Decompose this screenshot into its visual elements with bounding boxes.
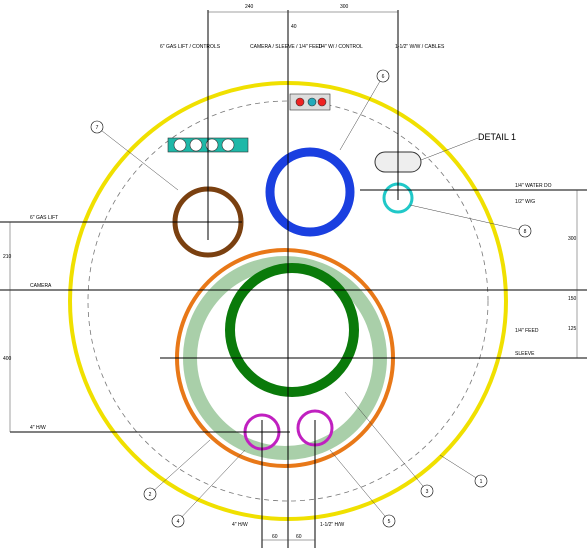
right-label: SLEEVE (515, 351, 535, 357)
dim: 60 (272, 534, 278, 540)
left-label: CAMERA (30, 283, 52, 289)
bottom-label: 4" H/W (232, 522, 248, 528)
balloon-number: 6 (382, 74, 385, 80)
balloon (90, 120, 104, 134)
detail-label: DETAIL 1 (478, 132, 516, 142)
leader (149, 439, 211, 495)
camera-ring (225, 263, 359, 397)
conduit-top (289, 93, 331, 111)
leader (177, 449, 246, 522)
balloon (518, 224, 532, 238)
balloon-number: 1 (480, 479, 483, 485)
bottom-label: 1-1/2" H/W (320, 522, 345, 528)
right-label: 1/4" FEED (515, 328, 539, 334)
dim: 400 (3, 356, 12, 362)
balloon (382, 514, 396, 528)
callout: 1-1/2" W/W / CABLES (395, 44, 445, 50)
dim: 40 (291, 24, 297, 30)
dim: 240 (245, 4, 254, 10)
balloon-number: 7 (96, 125, 99, 131)
balloon-number: 2 (149, 492, 152, 498)
dim: 60 (296, 534, 302, 540)
balloon (474, 474, 488, 488)
balloon (420, 484, 434, 498)
balloon-number: 8 (524, 229, 527, 235)
balloon-number: 4 (177, 519, 180, 525)
center-lines (0, 10, 587, 548)
leader (329, 449, 390, 522)
dim: 300 (568, 236, 577, 242)
callout: CAMERA / SLEEVE / 1/4" FEED (250, 44, 323, 50)
leader (344, 391, 428, 492)
blue-ring (265, 147, 355, 237)
dim: 125 (568, 326, 577, 332)
balloons: 7 6 8 1 2 4 5 3 (90, 69, 532, 528)
right-label: 1/2" W/G (515, 199, 535, 205)
dim: 300 (340, 4, 349, 10)
leader (96, 126, 179, 191)
balloon (376, 69, 390, 83)
callout: 6" GAS LIFT / CONTROLS (160, 44, 221, 50)
dashed-circle (87, 100, 489, 502)
leader (339, 75, 384, 151)
leader (409, 204, 526, 232)
right-label: 1/4" WATER DO (515, 183, 552, 189)
balloon (171, 514, 185, 528)
balloon-number: 3 (426, 489, 429, 495)
dim: 210 (3, 254, 12, 260)
left-label: 6" GAS LIFT (30, 215, 58, 221)
balloon-number: 5 (388, 519, 391, 525)
dim: 150 (568, 296, 577, 302)
callout: 1/4" W/ / CONTROL (318, 44, 363, 50)
left-label: 4" H/W (30, 425, 46, 431)
leader (439, 454, 482, 482)
balloon (143, 487, 157, 501)
